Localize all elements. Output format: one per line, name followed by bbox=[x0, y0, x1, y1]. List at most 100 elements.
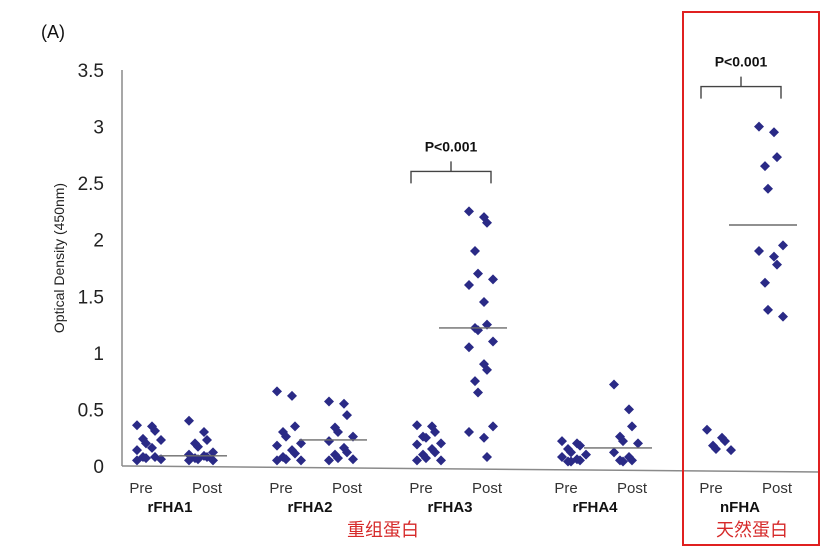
subgroup-label: Pre bbox=[554, 480, 577, 497]
data-point bbox=[575, 440, 585, 451]
data-point bbox=[618, 456, 628, 467]
subgroup-label: Post bbox=[332, 480, 363, 497]
y-axis-ticks: 0 0.5 1 1.5 2 2.5 3 3.5 bbox=[78, 61, 104, 478]
y-tick-label: 2.5 bbox=[78, 174, 104, 195]
x-axis-line bbox=[121, 465, 821, 473]
data-point bbox=[412, 439, 422, 450]
data-point bbox=[464, 342, 474, 353]
data-point bbox=[339, 398, 349, 409]
y-tick-label: 1 bbox=[93, 344, 104, 365]
data-point bbox=[184, 455, 194, 466]
group-label: rFHA1 bbox=[147, 499, 192, 516]
data-point bbox=[473, 387, 483, 398]
data-point bbox=[208, 447, 218, 458]
data-point bbox=[290, 421, 300, 432]
data-points bbox=[132, 121, 788, 467]
data-point bbox=[272, 386, 282, 397]
data-point bbox=[464, 279, 474, 290]
data-point bbox=[482, 451, 492, 462]
data-point bbox=[482, 217, 492, 228]
data-point bbox=[342, 447, 352, 458]
p-value-label: P<0.001 bbox=[715, 54, 768, 70]
subgroup-label: Post bbox=[472, 480, 503, 497]
y-tick-label: 0.5 bbox=[78, 400, 104, 421]
data-point bbox=[430, 447, 440, 458]
data-point bbox=[772, 259, 782, 270]
data-point bbox=[575, 455, 585, 466]
y-tick-label: 3 bbox=[93, 118, 104, 139]
data-point bbox=[348, 431, 358, 442]
data-point bbox=[281, 431, 291, 442]
data-point bbox=[199, 427, 209, 438]
significance-bracket bbox=[700, 76, 782, 99]
data-point bbox=[281, 454, 291, 465]
data-point bbox=[609, 447, 619, 458]
data-point bbox=[627, 421, 637, 432]
data-point bbox=[760, 277, 770, 288]
data-point bbox=[464, 206, 474, 217]
subgroup-label: Post bbox=[617, 480, 648, 497]
data-point bbox=[296, 438, 306, 449]
group-label: rFHA2 bbox=[287, 499, 332, 516]
data-point bbox=[711, 444, 721, 455]
group-label: rFHA4 bbox=[572, 499, 618, 516]
data-point bbox=[772, 152, 782, 163]
subgroup-label: Pre bbox=[269, 480, 292, 497]
data-point bbox=[333, 427, 343, 438]
data-point bbox=[296, 455, 306, 466]
data-point bbox=[141, 453, 151, 464]
data-point bbox=[342, 410, 352, 421]
p-value-label: P<0.001 bbox=[425, 138, 478, 154]
data-point bbox=[769, 251, 779, 262]
data-point bbox=[132, 455, 142, 466]
data-point bbox=[488, 274, 498, 285]
data-point bbox=[324, 436, 334, 447]
data-point bbox=[272, 455, 282, 466]
data-point bbox=[624, 404, 634, 415]
data-point bbox=[488, 336, 498, 347]
data-point bbox=[566, 447, 576, 458]
data-point bbox=[141, 438, 151, 449]
data-point bbox=[156, 434, 166, 445]
data-point bbox=[488, 421, 498, 432]
data-point bbox=[754, 121, 764, 132]
data-point bbox=[702, 424, 712, 435]
data-point bbox=[627, 455, 637, 466]
data-point bbox=[193, 454, 203, 465]
data-point bbox=[132, 445, 142, 456]
subgroup-label: Post bbox=[192, 480, 223, 497]
data-point bbox=[430, 427, 440, 438]
data-point bbox=[726, 445, 736, 456]
data-point bbox=[720, 436, 730, 447]
data-point bbox=[436, 438, 446, 449]
subgroup-label: Pre bbox=[129, 480, 152, 497]
subgroup-label: Post bbox=[762, 480, 793, 497]
data-point bbox=[479, 296, 489, 307]
data-point bbox=[778, 311, 788, 322]
y-tick-label: 2 bbox=[93, 231, 104, 252]
group-label: rFHA3 bbox=[427, 499, 472, 516]
data-point bbox=[479, 432, 489, 443]
significance-brackets: P<0.001 P<0.001 bbox=[410, 54, 782, 184]
y-tick-label: 0 bbox=[93, 457, 104, 478]
data-point bbox=[147, 442, 157, 453]
data-point bbox=[464, 427, 474, 438]
y-tick-label: 1.5 bbox=[78, 287, 104, 308]
significance-bracket bbox=[410, 161, 492, 184]
data-point bbox=[581, 449, 591, 460]
native-protein-highlight-box bbox=[682, 11, 820, 546]
recombinant-protein-annotation: 重组蛋白 bbox=[347, 520, 419, 541]
data-point bbox=[763, 183, 773, 194]
data-point bbox=[778, 240, 788, 251]
data-point bbox=[290, 448, 300, 459]
data-point bbox=[609, 379, 619, 390]
data-point bbox=[436, 455, 446, 466]
data-point bbox=[156, 454, 166, 465]
data-point bbox=[412, 455, 422, 466]
data-point bbox=[763, 304, 773, 315]
y-tick-label: 3.5 bbox=[78, 61, 104, 82]
data-point bbox=[473, 268, 483, 279]
data-point bbox=[412, 420, 422, 431]
data-point bbox=[482, 319, 492, 330]
